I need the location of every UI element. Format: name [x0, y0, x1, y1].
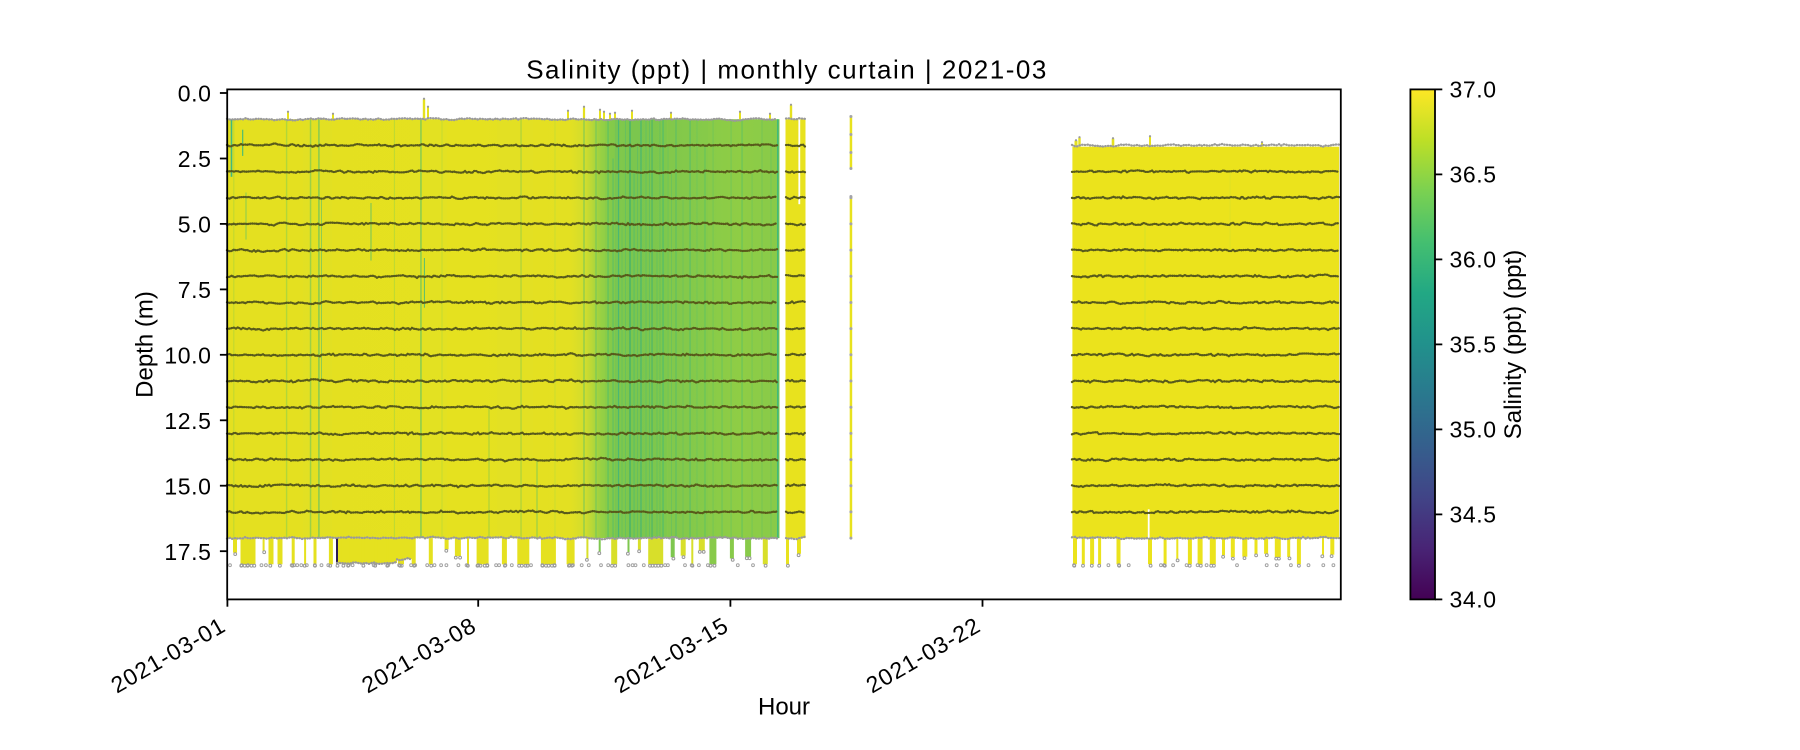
svg-text:17.5: 17.5	[164, 539, 211, 565]
svg-text:2.5: 2.5	[178, 146, 212, 172]
svg-text:Salinity (ppt) | monthly curta: Salinity (ppt) | monthly curtain | 2021-…	[526, 55, 1048, 85]
svg-text:36.0: 36.0	[1450, 247, 1497, 273]
svg-text:7.5: 7.5	[178, 277, 212, 303]
svg-text:36.5: 36.5	[1450, 162, 1497, 188]
svg-text:5.0: 5.0	[178, 212, 212, 238]
svg-text:Hour: Hour	[758, 694, 810, 721]
svg-text:35.5: 35.5	[1450, 332, 1497, 358]
svg-text:Depth (m): Depth (m)	[132, 291, 159, 398]
svg-text:0.0: 0.0	[178, 81, 212, 107]
svg-text:34.0: 34.0	[1450, 587, 1497, 613]
svg-text:34.5: 34.5	[1450, 502, 1497, 528]
svg-text:37.0: 37.0	[1450, 77, 1497, 103]
svg-text:10.0: 10.0	[164, 343, 211, 369]
svg-text:35.0: 35.0	[1450, 417, 1497, 443]
svg-text:12.5: 12.5	[164, 408, 211, 434]
svg-text:15.0: 15.0	[164, 473, 211, 499]
svg-text:Salinity (ppt) (ppt): Salinity (ppt) (ppt)	[1500, 250, 1527, 439]
